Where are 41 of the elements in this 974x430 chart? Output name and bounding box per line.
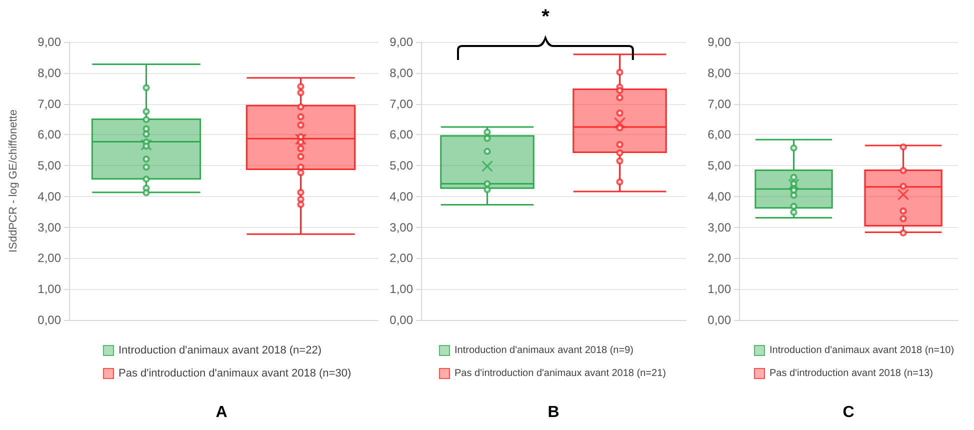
- y-tick-label: 5,00: [708, 158, 732, 173]
- y-tick-label: 0,00: [38, 313, 62, 327]
- y-tick-label: 7,00: [38, 96, 62, 111]
- legend-label: Pas d'introduction avant 2018 (n=13): [770, 368, 933, 379]
- text: *: [540, 6, 550, 29]
- y-tick-label: 8,00: [708, 66, 732, 80]
- y-tick-label: 9,00: [708, 35, 732, 49]
- y-tick-label: 9,00: [38, 35, 62, 49]
- y-tick-label: 2,00: [390, 251, 414, 266]
- y-tick-label: 3,00: [708, 220, 732, 234]
- y-tick-label: 5,00: [390, 158, 414, 173]
- y-tick-label: 3,00: [38, 220, 62, 234]
- y-tick-label: 6,00: [708, 128, 732, 142]
- y-tick-label: 8,00: [390, 66, 414, 80]
- legend-label: Pas d'introduction d'animaux avant 2018 (n=30): [118, 368, 352, 380]
- y-axis-title: ISddPCR - log GE/chiffonette: [8, 110, 20, 252]
- y-tick-label: 6,00: [38, 128, 62, 142]
- text: C: [842, 404, 856, 422]
- y-tick-label: 1,00: [708, 282, 732, 296]
- y-tick-label: 0,00: [708, 313, 732, 327]
- text: B: [546, 404, 560, 422]
- legend-label: Introduction d'animaux avant 2018 (n=10): [770, 345, 954, 356]
- y-tick-label: 5,00: [38, 158, 62, 173]
- y-tick-label: 6,00: [390, 128, 414, 142]
- y-tick-label: 4,00: [38, 189, 62, 204]
- text: A: [214, 404, 228, 422]
- y-tick-label: 9,00: [390, 35, 414, 49]
- y-tick-label: 1,00: [38, 282, 62, 296]
- y-tick-label: 4,00: [708, 189, 732, 204]
- y-tick-label: 2,00: [38, 251, 62, 266]
- y-tick-label: 8,00: [38, 66, 62, 80]
- y-tick-label: 3,00: [390, 220, 414, 234]
- y-tick-label: 7,00: [390, 96, 414, 111]
- legend-label: Introduction d'animaux avant 2018 (n=9): [454, 345, 634, 356]
- y-tick-label: 7,00: [708, 96, 732, 111]
- legend-label: Pas d'introduction d'animaux avant 2018 (n=21): [454, 368, 666, 379]
- y-tick-label: 1,00: [390, 282, 414, 296]
- y-tick-label: 4,00: [390, 189, 414, 204]
- legend-label: Introduction d'animaux avant 2018 (n=22): [118, 344, 322, 356]
- y-tick-label: 2,00: [708, 251, 732, 266]
- y-tick-label: 0,00: [390, 313, 414, 327]
